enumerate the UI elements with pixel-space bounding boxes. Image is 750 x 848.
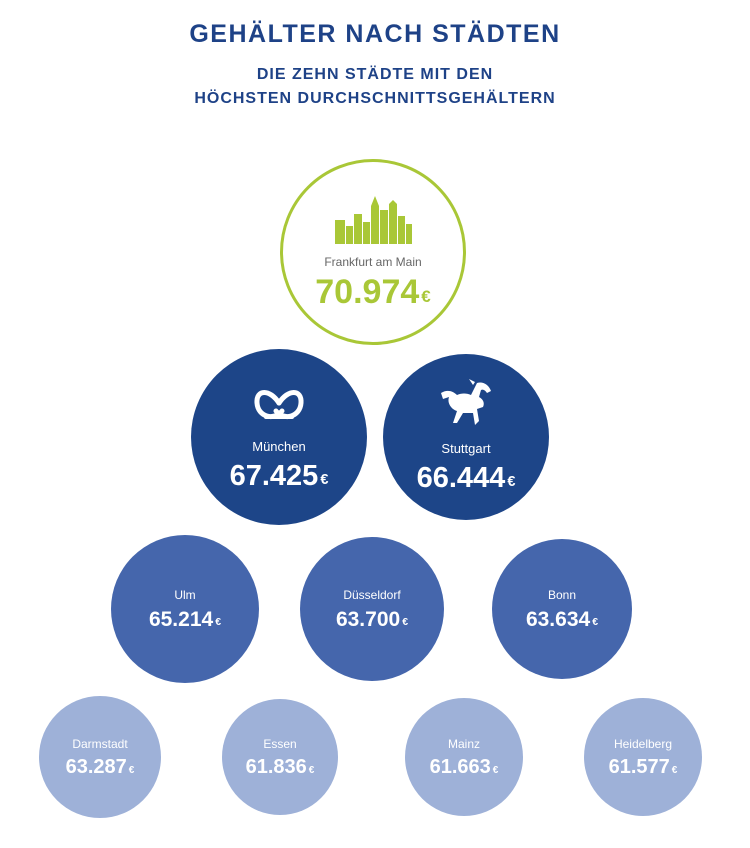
city-bubble: Stuttgart 66.444 € [383, 354, 549, 520]
city-name: Darmstadt [72, 737, 128, 751]
currency-symbol: € [402, 616, 409, 629]
currency-symbol: € [128, 764, 135, 776]
salary-value: 63.287 € [66, 756, 135, 778]
horse-icon [437, 379, 495, 427]
city-bubble: Düsseldorf 63.700 € [300, 537, 444, 681]
city-bubble: Essen 61.836 € [222, 699, 338, 815]
city-name: Heidelberg [613, 737, 673, 751]
city-bubble: Frankfurt am Main 70.974 € [280, 159, 466, 345]
page-title: GEHÄLTER NACH STÄDTEN [189, 20, 561, 48]
city-bubble: Mainz 61.663 € [405, 698, 523, 816]
salary-number: 61.663 [429, 756, 491, 778]
salary-number: 63.634 [525, 607, 591, 631]
salary-number: 61.577 [608, 756, 670, 778]
salary-number: 63.287 [65, 756, 127, 778]
salary-number: 65.214 [148, 607, 214, 631]
city-name: Bonn [547, 587, 577, 602]
salary-value: 70.974 € [315, 274, 430, 311]
currency-symbol: € [421, 287, 431, 307]
salary-value: 61.663 € [430, 756, 499, 778]
salary-value: 63.700 € [336, 608, 408, 631]
currency-symbol: € [308, 764, 315, 776]
salary-value: 61.577 € [609, 756, 678, 778]
currency-symbol: € [592, 616, 599, 629]
city-name: Düsseldorf [343, 587, 401, 602]
city-bubble: Darmstadt 63.287 € [39, 696, 161, 818]
city-bubble: Bonn 63.634 € [492, 539, 632, 679]
currency-symbol: € [671, 764, 678, 776]
salary-number: 66.444 [416, 462, 506, 495]
city-name: Essen [263, 737, 297, 751]
salary-value: 63.634 € [526, 608, 598, 631]
salary-number: 70.974 [315, 273, 420, 312]
city-name: München [252, 439, 306, 455]
pretzel-icon [252, 381, 306, 425]
city-bubble: München 67.425 € [191, 349, 367, 525]
salary-number: 67.425 [229, 460, 319, 493]
salary-number: 61.836 [245, 756, 307, 778]
page-subtitle: DIE ZEHN STÄDTE MIT DEN HÖCHSTEN DURCHSC… [0, 63, 750, 111]
city-bubble: Ulm 65.214 € [111, 535, 259, 683]
currency-symbol: € [492, 764, 499, 776]
city-name: Stuttgart [441, 441, 491, 457]
currency-symbol: € [320, 472, 329, 489]
subtitle-line-1: DIE ZEHN STÄDTE MIT DEN [256, 66, 494, 83]
city-name: Frankfurt am Main [324, 255, 422, 270]
salary-value: 61.836 € [246, 756, 315, 778]
currency-symbol: € [507, 474, 516, 491]
subtitle-line-2: HÖCHSTEN DURCHSCHNITTSGEHÄLTERN [194, 90, 556, 107]
salary-number: 63.700 [335, 607, 401, 631]
salary-value: 65.214 € [149, 608, 221, 631]
salary-value: 67.425 € [229, 460, 329, 493]
skyline-icon [333, 192, 413, 245]
city-name: Mainz [447, 737, 480, 751]
salary-value: 66.444 € [416, 462, 516, 495]
currency-symbol: € [215, 616, 222, 629]
city-name: Ulm [174, 587, 196, 602]
city-bubble: Heidelberg 61.577 € [584, 698, 702, 816]
